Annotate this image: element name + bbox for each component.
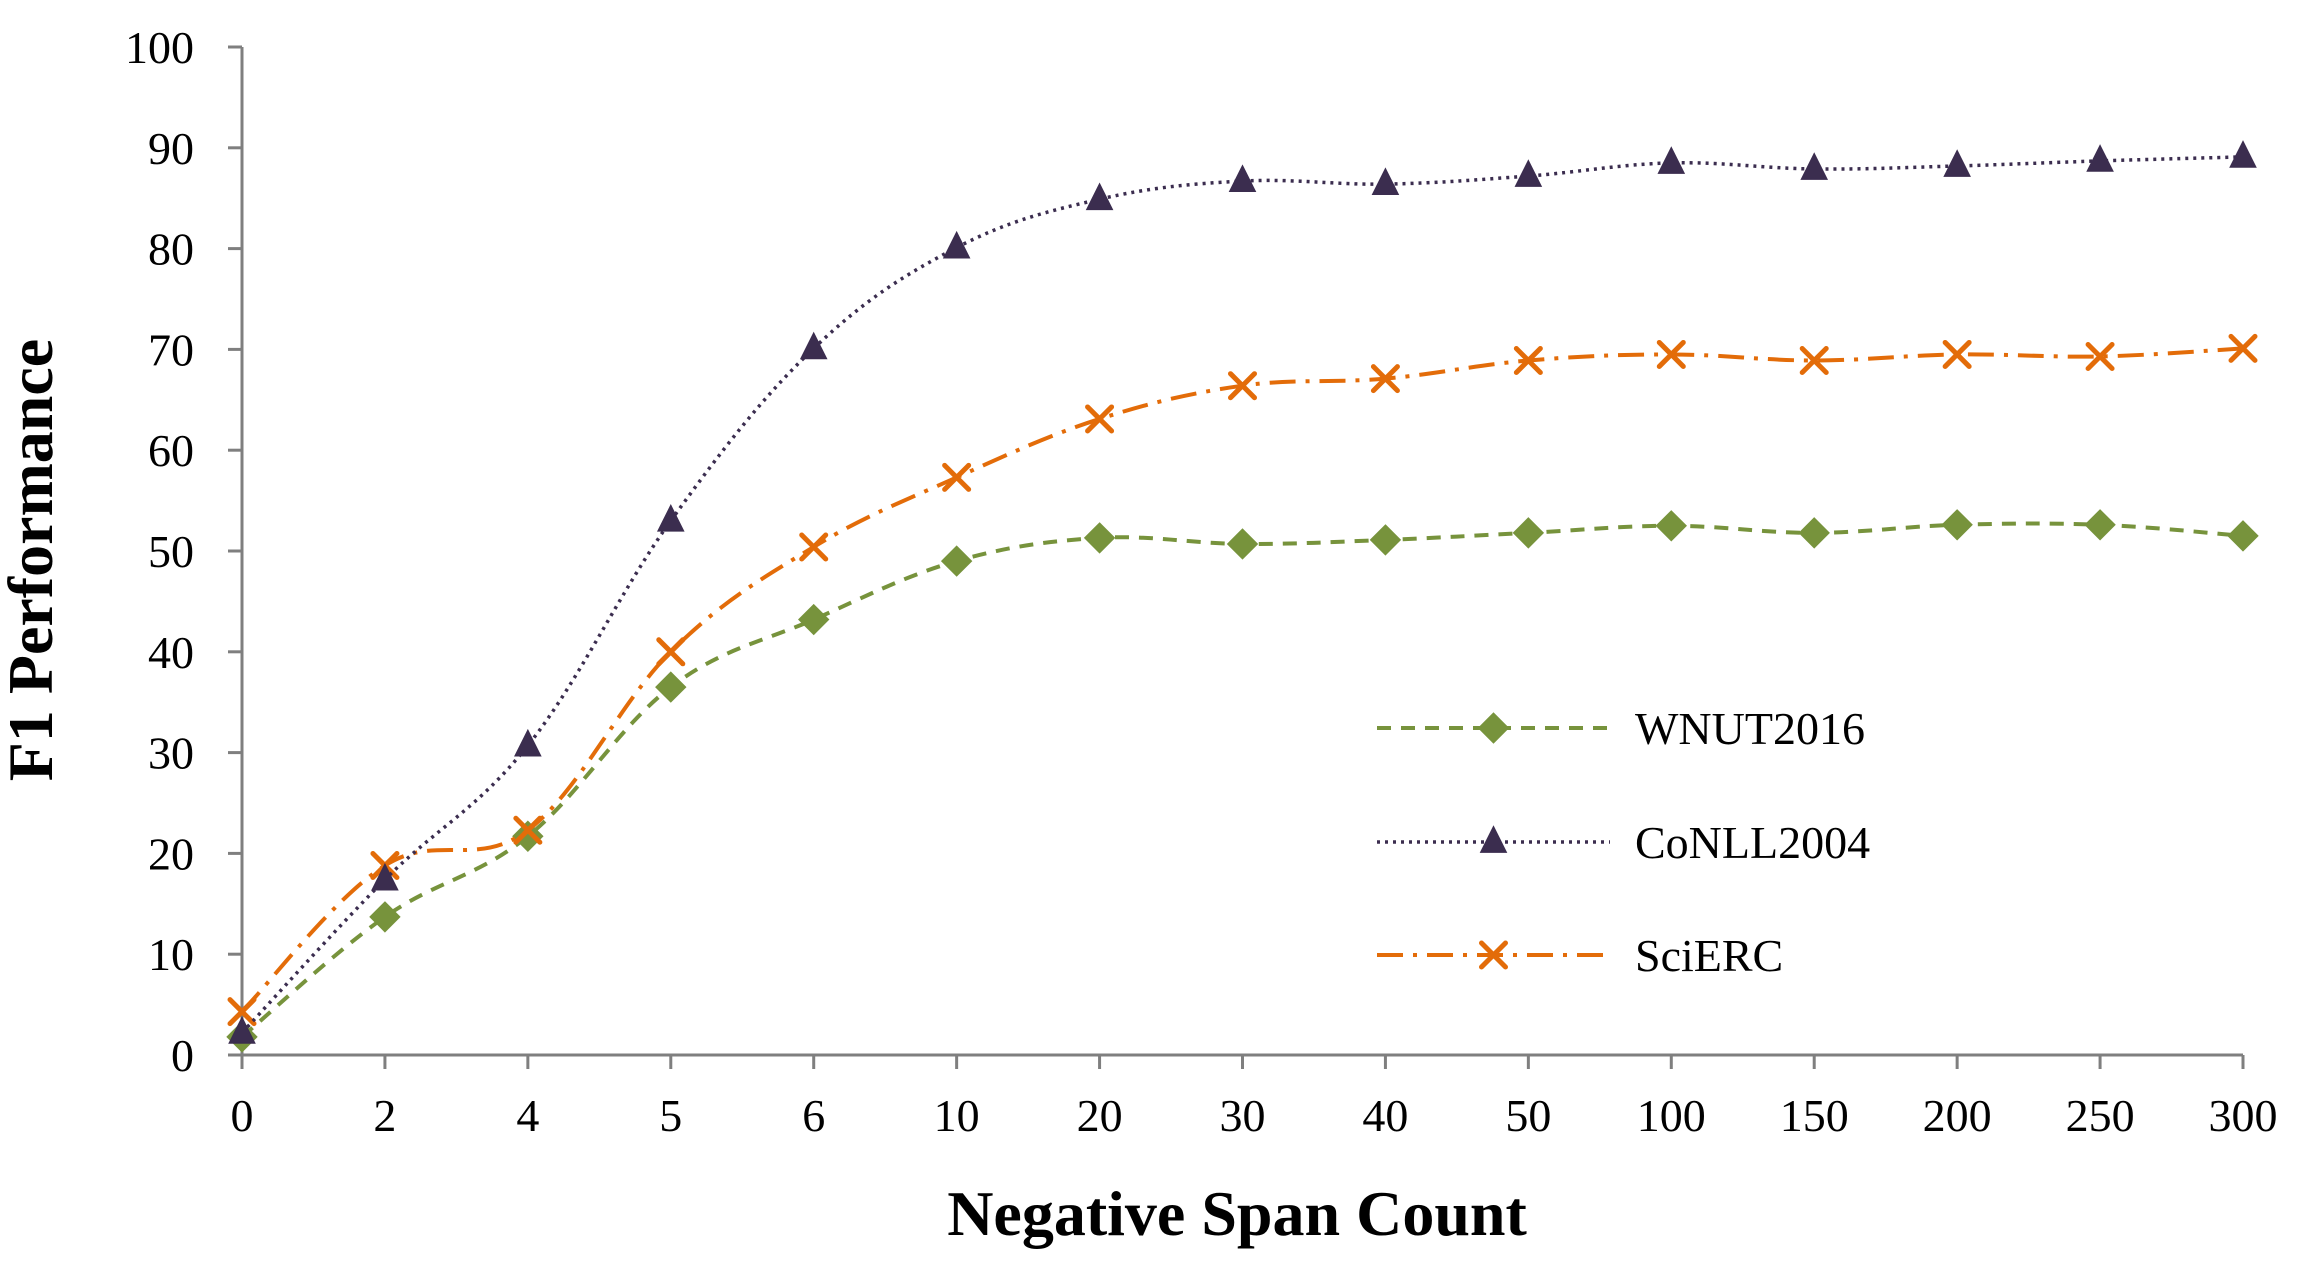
data-point-conll2004 (2229, 140, 2257, 168)
y-tick-label: 70 (148, 324, 194, 375)
legend-label-conll2004: CoNLL2004 (1635, 817, 1870, 868)
x-tick-label: 0 (231, 1090, 254, 1141)
data-point-conll2004 (1371, 167, 1400, 195)
data-point-conll2004 (1800, 152, 1829, 180)
x-tick-label: 6 (802, 1090, 825, 1141)
data-point-conll2004 (1228, 164, 1257, 192)
data-point-scierc (513, 815, 543, 845)
data-point-wnut2016 (1226, 528, 1259, 560)
data-point-scierc (942, 462, 972, 492)
data-point-wnut2016 (1512, 517, 1545, 549)
y-tick-label: 50 (148, 526, 194, 577)
y-tick-label: 30 (148, 728, 194, 779)
x-tick-label: 30 (1220, 1090, 1266, 1141)
y-tick-label: 0 (171, 1030, 194, 1081)
series-line-scierc (240, 346, 2244, 1014)
y-axis-title: F1 Performance (0, 339, 66, 781)
data-point-wnut2016 (512, 820, 544, 852)
legend-label-scierc: SciERC (1635, 930, 1783, 981)
data-point-conll2004 (1657, 146, 1686, 174)
x-axis: 0 2 4 5 6 10 20 30 40 50 100 150 200 250 300 (231, 1053, 2278, 1141)
y-tick-label: 100 (125, 22, 194, 73)
x-tick-label: 10 (934, 1090, 980, 1141)
legend-marker-scierc (1479, 940, 1508, 970)
x-axis-title: Negative Span Count (947, 1178, 1527, 1249)
series-wnut2016 (226, 509, 2259, 1053)
x-tick-label: 40 (1362, 1090, 1408, 1141)
data-point-wnut2016 (1369, 524, 1402, 556)
x-tick-label: 100 (1637, 1090, 1706, 1141)
legend-item-wnut2016: WNUT2016 (1377, 703, 1865, 754)
data-point-scierc (1656, 339, 1686, 369)
x-tick-label: 250 (2066, 1090, 2135, 1141)
data-point-scierc (1370, 364, 1400, 394)
data-point-scierc (2228, 333, 2258, 363)
data-point-conll2004 (2086, 144, 2114, 172)
series-conll2004 (228, 140, 2257, 1044)
x-tick-label: 5 (659, 1090, 682, 1141)
data-point-wnut2016 (1083, 522, 1116, 554)
data-point-wnut2016 (1941, 509, 1973, 541)
x-tick-label: 150 (1780, 1090, 1849, 1141)
data-point-conll2004 (799, 331, 828, 360)
x-tick-label: 50 (1505, 1090, 1551, 1141)
y-axis: 0 10 20 30 40 50 60 70 80 90 100 (125, 22, 244, 1081)
data-point-conll2004 (1085, 182, 1114, 211)
data-point-scierc (1799, 345, 1829, 375)
data-point-scierc (227, 997, 257, 1027)
y-tick-label: 10 (148, 929, 194, 980)
series-layer (226, 140, 2259, 1053)
x-tick-label: 20 (1077, 1090, 1123, 1141)
data-point-scierc (1085, 404, 1115, 434)
data-point-wnut2016 (655, 671, 687, 703)
data-point-wnut2016 (1798, 517, 1830, 549)
y-tick-label: 40 (148, 627, 194, 678)
y-tick-label: 60 (148, 425, 194, 476)
x-tick-label: 4 (516, 1090, 539, 1141)
y-tick-label: 90 (148, 123, 194, 174)
x-tick-label: 200 (1923, 1090, 1992, 1141)
legend-label-wnut2016: WNUT2016 (1635, 703, 1865, 754)
data-point-scierc (1513, 345, 1543, 375)
data-point-conll2004 (514, 728, 542, 757)
series-line-conll2004 (240, 155, 2244, 1035)
data-point-wnut2016 (2084, 509, 2116, 541)
data-point-scierc (1228, 371, 1257, 401)
data-point-wnut2016 (1655, 510, 1687, 542)
series-scierc (227, 333, 2258, 1027)
data-point-conll2004 (1943, 149, 1971, 177)
legend-marker-conll2004 (1479, 825, 1508, 853)
legend: WNUT2016 CoNLL2004 SciERC (1377, 703, 1870, 981)
series-line-wnut2016 (240, 521, 2244, 1039)
y-tick-label: 80 (148, 224, 194, 275)
x-tick-label: 300 (2209, 1090, 2278, 1141)
data-point-scierc (1942, 339, 1972, 369)
data-point-wnut2016 (2227, 520, 2259, 552)
legend-marker-wnut2016 (1477, 712, 1510, 744)
legend-item-conll2004: CoNLL2004 (1377, 817, 1870, 868)
data-point-scierc (799, 532, 829, 562)
x-tick-label: 2 (373, 1090, 396, 1141)
data-point-wnut2016 (369, 901, 401, 933)
data-point-conll2004 (1514, 159, 1543, 187)
data-point-conll2004 (656, 504, 685, 532)
data-point-wnut2016 (940, 545, 973, 577)
legend-item-scierc: SciERC (1377, 930, 1783, 981)
data-point-conll2004 (228, 1016, 256, 1044)
data-point-scierc (2085, 341, 2115, 371)
data-point-conll2004 (371, 862, 399, 891)
y-tick-label: 20 (148, 828, 194, 879)
data-point-conll2004 (942, 230, 971, 259)
data-point-wnut2016 (798, 603, 830, 636)
data-point-scierc (656, 637, 686, 667)
